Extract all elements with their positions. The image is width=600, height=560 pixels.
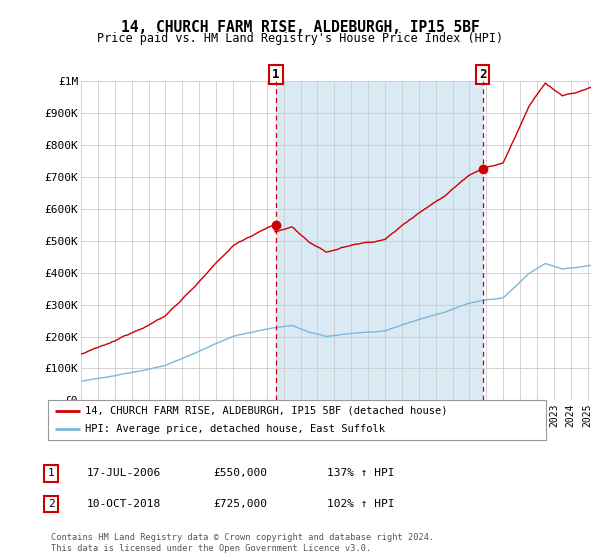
Text: 1: 1 [47, 468, 55, 478]
Text: Contains HM Land Registry data © Crown copyright and database right 2024.
This d: Contains HM Land Registry data © Crown c… [51, 533, 434, 553]
Bar [276, 81, 482, 400]
Text: Price paid vs. HM Land Registry's House Price Index (HPI): Price paid vs. HM Land Registry's House … [97, 32, 503, 45]
Text: £725,000: £725,000 [213, 499, 267, 509]
Text: 2: 2 [479, 68, 487, 81]
Text: 17-JUL-2006: 17-JUL-2006 [87, 468, 161, 478]
Text: 14, CHURCH FARM RISE, ALDEBURGH, IP15 5BF (detached house): 14, CHURCH FARM RISE, ALDEBURGH, IP15 5B… [85, 406, 448, 416]
Text: 2: 2 [47, 499, 55, 509]
Text: 102% ↑ HPI: 102% ↑ HPI [327, 499, 395, 509]
Text: HPI: Average price, detached house, East Suffolk: HPI: Average price, detached house, East… [85, 424, 385, 434]
Text: 14, CHURCH FARM RISE, ALDEBURGH, IP15 5BF: 14, CHURCH FARM RISE, ALDEBURGH, IP15 5B… [121, 20, 479, 35]
Text: £550,000: £550,000 [213, 468, 267, 478]
Text: 10-OCT-2018: 10-OCT-2018 [87, 499, 161, 509]
Text: 137% ↑ HPI: 137% ↑ HPI [327, 468, 395, 478]
Text: 1: 1 [272, 68, 280, 81]
